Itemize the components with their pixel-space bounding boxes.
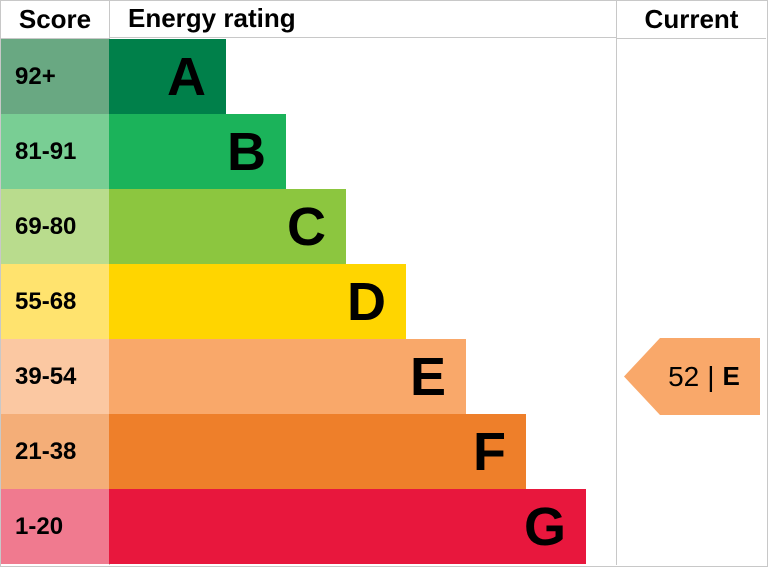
band-bar-c: C bbox=[109, 189, 346, 264]
header-score: Score bbox=[1, 0, 109, 39]
band-letter-b: B bbox=[227, 121, 266, 182]
band-letter-a: A bbox=[167, 46, 206, 107]
band-letter-d: D bbox=[347, 271, 386, 332]
band-letter-e: E bbox=[409, 346, 446, 407]
band-bar-f: F bbox=[109, 414, 526, 489]
header-current: Current bbox=[617, 0, 766, 39]
current-separator: | bbox=[707, 360, 715, 392]
band-letter-c: C bbox=[287, 196, 326, 257]
score-range-f: 21-38 bbox=[1, 414, 109, 489]
score-range-b: 81-91 bbox=[1, 114, 109, 189]
header-score-label: Score bbox=[18, 3, 92, 34]
band-bar-b: B bbox=[109, 114, 286, 189]
current-score: 52 bbox=[668, 360, 700, 392]
score-range-e: 39-54 bbox=[1, 339, 109, 414]
header-energy-rating: Energy rating bbox=[110, 0, 616, 38]
current-band: E bbox=[722, 361, 740, 391]
header-current-label: Current bbox=[644, 3, 739, 34]
current-rating-indicator: 52 | E bbox=[624, 338, 760, 415]
divider-current bbox=[616, 0, 617, 565]
band-bar-g: G bbox=[109, 489, 586, 564]
header-energy-rating-label: Energy rating bbox=[128, 3, 296, 33]
current-rating-arrow bbox=[624, 338, 760, 415]
band-bar-e: E bbox=[109, 339, 466, 414]
score-range-g: 1-20 bbox=[1, 489, 109, 564]
band-bar-d: D bbox=[109, 264, 406, 339]
band-bar-a: A bbox=[109, 39, 226, 114]
score-range-c: 69-80 bbox=[1, 189, 109, 264]
score-range-a: 92+ bbox=[1, 39, 109, 114]
score-range-d: 55-68 bbox=[1, 264, 109, 339]
band-letter-f: F bbox=[473, 421, 506, 482]
band-letter-g: G bbox=[523, 496, 566, 557]
current-rating-label: 52 | E bbox=[648, 338, 760, 415]
